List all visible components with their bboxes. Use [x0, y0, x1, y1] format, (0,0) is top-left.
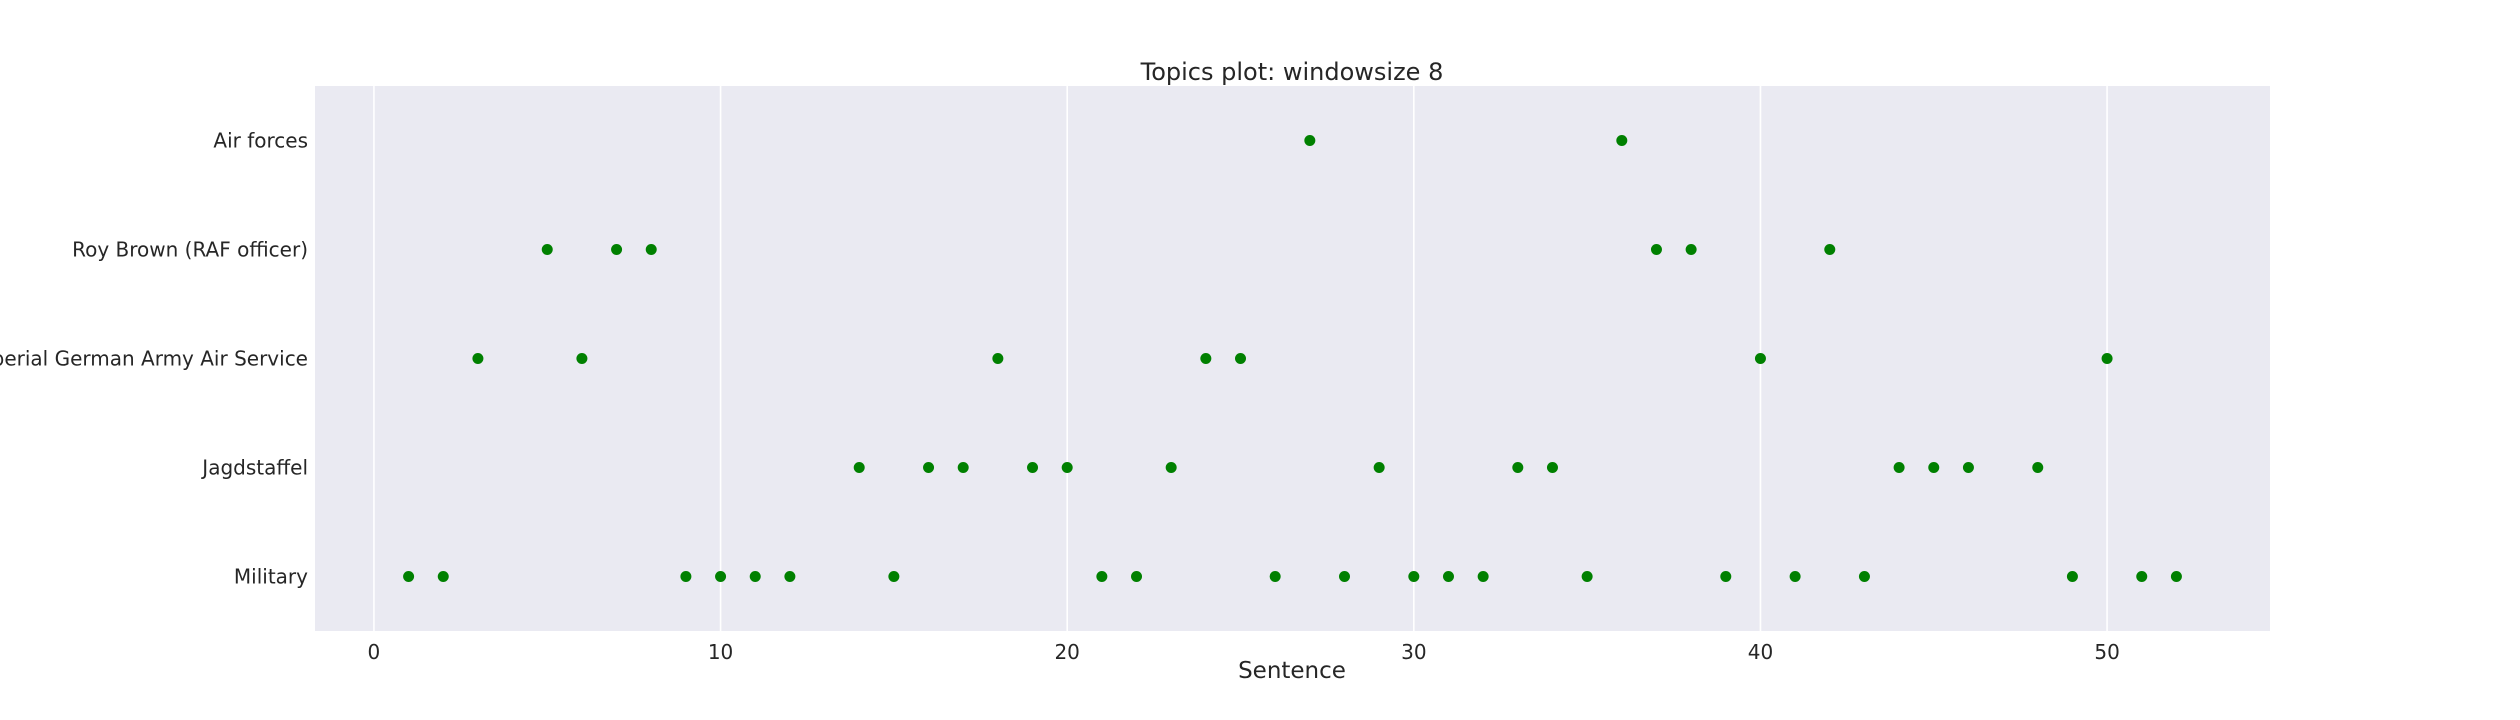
data-point [2066, 571, 2078, 582]
y-tick-label: Military [234, 565, 308, 589]
data-point [1477, 571, 1489, 582]
data-point [1096, 571, 1108, 582]
data-point [923, 462, 935, 473]
data-point [472, 353, 484, 364]
plot-area [315, 86, 2270, 631]
data-point [611, 244, 623, 255]
x-tick-label: 30 [1401, 640, 1426, 664]
data-point [1165, 462, 1177, 473]
data-point [1581, 571, 1593, 582]
data-point [1027, 462, 1039, 473]
x-tick-label: 40 [1748, 640, 1773, 664]
data-point [1061, 462, 1073, 473]
data-point [1789, 571, 1801, 582]
data-points [403, 135, 2182, 582]
data-point [1338, 571, 1350, 582]
data-point [992, 353, 1004, 364]
data-point [403, 571, 415, 582]
data-point [1962, 462, 1974, 473]
x-axis-label: Sentence [1238, 658, 1346, 684]
data-point [1685, 244, 1697, 255]
data-point [715, 571, 727, 582]
data-point [888, 571, 900, 582]
data-point [2170, 571, 2182, 582]
x-tick-label: 20 [1054, 640, 1079, 664]
x-tick-labels: 0 10 20 30 40 50 [368, 640, 2120, 664]
data-point [1720, 571, 1732, 582]
chart-title: Topics plot: windowsize 8 [1140, 58, 1444, 86]
data-point [1824, 244, 1836, 255]
data-point [957, 462, 969, 473]
data-point [1269, 571, 1281, 582]
data-point [1235, 353, 1247, 364]
data-point [541, 244, 553, 255]
y-tick-label: Imperial German Army Air Service [0, 347, 308, 371]
data-point [1893, 462, 1905, 473]
data-point [2032, 462, 2044, 473]
data-point [437, 571, 449, 582]
data-point [1512, 462, 1524, 473]
data-point [2136, 571, 2148, 582]
data-point [1373, 462, 1385, 473]
data-point [1408, 571, 1420, 582]
data-point [1928, 462, 1940, 473]
data-point [680, 571, 692, 582]
data-point [1131, 571, 1143, 582]
x-tick-label: 50 [2094, 640, 2119, 664]
y-tick-label: Roy Brown (RAF officer) [72, 238, 308, 262]
data-point [1754, 353, 1766, 364]
data-point [1546, 462, 1558, 473]
x-tick-label: 10 [708, 640, 733, 664]
data-point [749, 571, 761, 582]
data-point [1616, 135, 1628, 146]
data-point [1858, 571, 1870, 582]
data-point [1442, 571, 1454, 582]
data-point [784, 571, 796, 582]
data-point [1304, 135, 1316, 146]
y-tick-label: Air forces [213, 129, 308, 153]
data-point [1200, 353, 1212, 364]
data-point [853, 462, 865, 473]
data-point [2101, 353, 2113, 364]
data-point [1650, 244, 1662, 255]
y-tick-label: Jagdstaffel [200, 456, 308, 480]
data-point [576, 353, 588, 364]
x-tick-label: 0 [368, 640, 381, 664]
data-point [645, 244, 657, 255]
y-tick-labels: Military Jagdstaffel Imperial German Army … [0, 129, 308, 589]
